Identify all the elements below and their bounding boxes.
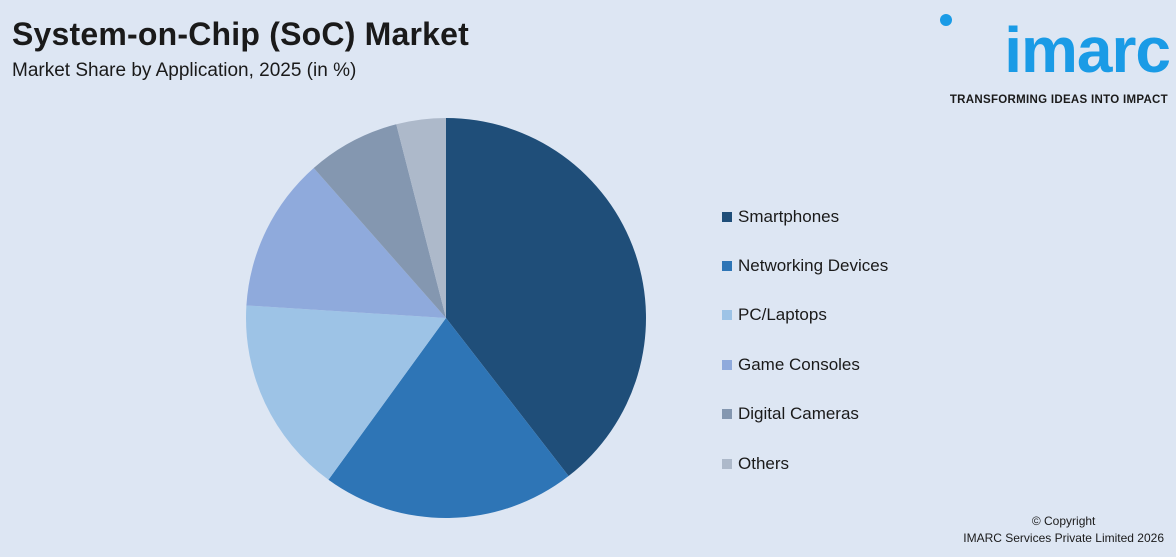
legend-swatch [722,458,732,469]
imarc-logo: imarc [1004,14,1171,86]
legend-label: Digital Cameras [738,404,859,424]
legend-item: Networking Devices [722,241,888,290]
legend-item: Game Consoles [722,340,888,389]
chart-legend: Smartphones Networking Devices PC/Laptops G… [722,192,888,488]
chart-title: System-on-Chip (SoC) Market [12,16,469,52]
legend-label: Others [738,453,790,473]
legend-item: Smartphones [722,192,888,241]
pie-slice-networking-devices [328,318,569,518]
pie-slice-others [396,118,446,318]
copyright-line: © Copyright [1031,514,1096,528]
company-line: IMARC Services Private Limited 2026 [963,531,1164,545]
legend-swatch [722,409,732,420]
legend-item: Digital Cameras [722,390,888,439]
logo-dot-icon [940,14,952,26]
legend-label: Game Consoles [738,354,860,374]
legend-label: Smartphones [738,206,840,226]
pie-slice-digital-cameras [313,124,446,318]
legend-item: Others [722,439,888,488]
copyright-notice: © Copyright IMARC Services Private Limit… [963,513,1164,547]
legend-item: PC/Laptops [722,291,888,340]
pie-slice-pc-laptops [246,305,446,480]
pie-slice-smartphones [446,118,647,477]
pie-slice-game-consoles [246,167,446,318]
logo-tagline: TRANSFORMING IDEAS INTO IMPACT [949,94,1168,106]
chart-subtitle: Market Share by Application, 2025 (in %) [12,60,357,81]
legend-swatch [722,310,732,321]
legend-label: Networking Devices [738,256,889,276]
legend-swatch [722,261,732,272]
legend-swatch [722,211,732,222]
legend-swatch [722,359,732,370]
pie-chart [246,118,647,518]
legend-label: PC/Laptops [738,305,827,325]
